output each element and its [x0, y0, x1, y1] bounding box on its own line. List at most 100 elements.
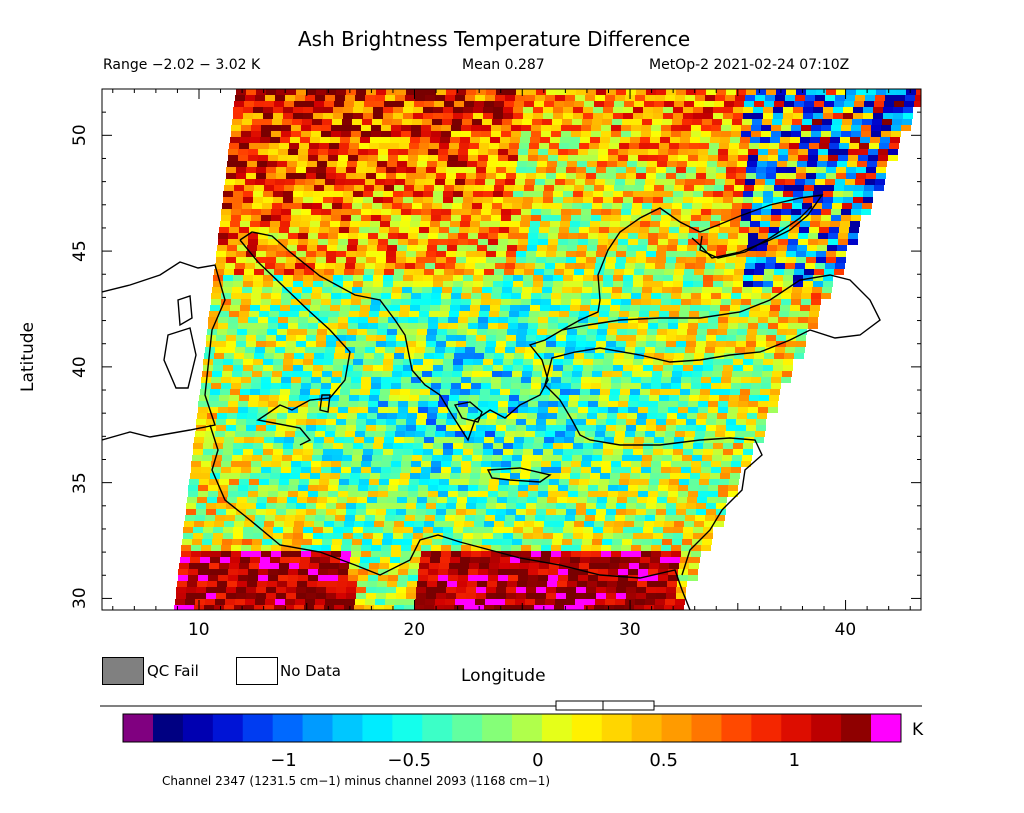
swath-pixel [483, 107, 493, 113]
swath-pixel [606, 167, 616, 173]
swath-pixel [792, 203, 802, 209]
swath-pixel [649, 395, 659, 401]
swath-pixel [818, 233, 828, 239]
swath-pixel [461, 293, 471, 299]
swath-pixel [553, 359, 563, 365]
swath-pixel [843, 197, 853, 203]
swath-pixel [851, 125, 861, 131]
swath-pixel [543, 275, 553, 281]
swath-pixel [571, 467, 581, 473]
range-text: Range −2.02 − 3.02 K [103, 57, 261, 73]
swath-pixel [298, 491, 308, 497]
swath-pixel [677, 497, 687, 503]
swath-pixel [853, 191, 863, 197]
swath-pixel [324, 521, 334, 527]
swath-pixel [538, 569, 548, 575]
swath-pixel [526, 167, 536, 173]
swath-pixel [294, 521, 304, 527]
swath-pixel [601, 377, 611, 383]
swath-pixel [292, 455, 302, 461]
swath-pixel [274, 521, 284, 527]
swath-pixel [257, 161, 267, 167]
swath-pixel [377, 245, 387, 251]
swath-pixel [343, 449, 353, 455]
swath-pixel [506, 89, 516, 95]
swath-pixel [306, 173, 316, 179]
swath-pixel [361, 293, 371, 299]
swath-pixel [409, 311, 419, 317]
swath-pixel [603, 359, 613, 365]
swath-pixel [228, 569, 238, 575]
swath-pixel [432, 119, 442, 125]
swath-pixel [733, 275, 743, 281]
swath-pixel [771, 377, 781, 383]
swath-pixel [543, 443, 553, 449]
swath-pixel [545, 347, 555, 353]
swath-pixel [433, 443, 443, 449]
swath-pixel [548, 149, 558, 155]
swath-pixel [619, 143, 629, 149]
swath-pixel [528, 239, 538, 245]
swath-pixel [448, 575, 458, 581]
swath-pixel [513, 113, 523, 119]
swath-pixel [841, 209, 851, 215]
swath-pixel [603, 191, 613, 197]
swath-pixel [285, 515, 295, 521]
swath-pixel [618, 569, 628, 575]
swath-pixel [647, 497, 657, 503]
swath-pixel [693, 365, 703, 371]
swath-pixel [731, 461, 741, 467]
swath-pixel [463, 449, 473, 455]
swath-pixel [613, 191, 623, 197]
swath-pixel [715, 179, 725, 185]
swath-pixel [712, 119, 722, 125]
swath-pixel [813, 107, 823, 113]
swath-pixel [598, 149, 608, 155]
swath-pixel [203, 527, 213, 533]
swath-pixel [642, 287, 652, 293]
swath-pixel [594, 437, 604, 443]
swath-pixel [262, 119, 272, 125]
swath-pixel [400, 221, 410, 227]
swath-pixel [434, 269, 444, 275]
swath-pixel [361, 131, 371, 137]
swath-pixel [791, 293, 801, 299]
swath-pixel [802, 119, 812, 125]
swath-pixel [728, 317, 738, 323]
swath-pixel [755, 263, 765, 269]
swath-pixel [422, 371, 432, 377]
swath-pixel [528, 233, 538, 239]
swath-pixel [373, 107, 383, 113]
swath-pixel [632, 287, 642, 293]
swath-pixel [401, 209, 411, 215]
swath-pixel [337, 329, 347, 335]
swath-pixel [378, 401, 388, 407]
swath-pixel [233, 281, 243, 287]
swath-pixel [283, 443, 293, 449]
swath-pixel [673, 527, 683, 533]
swath-pixel [450, 473, 460, 479]
swath-pixel [310, 305, 320, 311]
swath-pixel [591, 461, 601, 467]
swath-pixel [578, 401, 588, 407]
swath-pixel [231, 377, 241, 383]
swath-pixel [718, 491, 728, 497]
swath-pixel [238, 575, 248, 581]
swath-pixel [619, 395, 629, 401]
swath-pixel [442, 371, 452, 377]
swath-pixel [885, 95, 895, 101]
swath-pixel [615, 431, 625, 437]
swath-pixel [461, 461, 471, 467]
swath-pixel [402, 119, 412, 125]
swath-pixel [702, 203, 712, 209]
swath-pixel [493, 533, 503, 539]
swath-pixel [308, 233, 318, 239]
swath-pixel [626, 335, 636, 341]
swath-pixel [284, 437, 294, 443]
swath-pixel [559, 227, 569, 233]
swath-pixel [714, 521, 724, 527]
swath-pixel [708, 401, 718, 407]
swath-pixel [743, 443, 753, 449]
swath-pixel [183, 533, 193, 539]
swath-pixel [598, 569, 608, 575]
